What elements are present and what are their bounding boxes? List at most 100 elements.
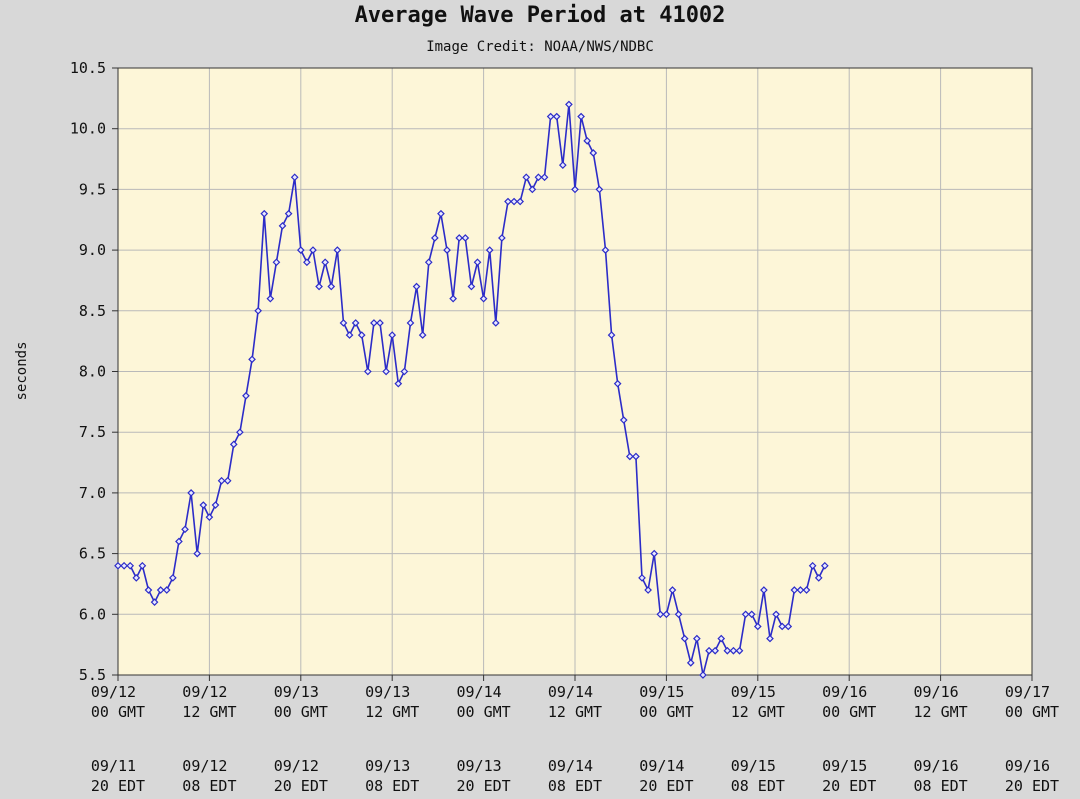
x-tick-label: 09/16 12 GMT	[914, 683, 968, 721]
data-point	[644, 586, 652, 594]
y-tick-label: 7.5	[79, 423, 106, 441]
data-point	[211, 501, 220, 509]
chart-title: Average Wave Period at 41002	[355, 3, 726, 28]
data-point	[431, 234, 439, 242]
data-point	[552, 112, 561, 121]
x2-tick-label: 09/12 20 EDT	[274, 757, 328, 795]
y-tick-label: 6.5	[79, 545, 106, 563]
data-point	[150, 598, 159, 607]
data-point	[595, 185, 604, 194]
data-point	[303, 258, 311, 267]
x-tick-label: 09/13 12 GMT	[365, 683, 419, 721]
data-point	[437, 209, 445, 218]
data-point	[607, 331, 616, 339]
data-point	[418, 331, 427, 339]
data-point	[747, 610, 756, 619]
data-point	[345, 331, 354, 339]
data-point	[546, 112, 555, 121]
tick-label-line: 12 GMT	[731, 703, 785, 721]
data-point	[656, 610, 665, 619]
x-tick-label: 09/17 00 GMT	[1005, 683, 1059, 721]
data-point	[424, 258, 433, 267]
data-point	[741, 610, 750, 619]
tick-label-line: 09/12	[182, 757, 236, 775]
data-point	[236, 428, 244, 437]
data-point	[162, 586, 171, 594]
data-point	[363, 367, 372, 376]
data-point	[193, 549, 202, 558]
x2-tick-label: 09/11 20 EDT	[91, 757, 145, 795]
data-point	[711, 646, 719, 655]
data-point	[132, 574, 141, 582]
data-point	[522, 173, 531, 182]
data-point	[790, 586, 799, 594]
tick-label-line: 09/14	[457, 683, 511, 701]
data-point	[686, 659, 695, 667]
data-point	[205, 513, 214, 522]
tick-label-line: 08 EDT	[548, 777, 602, 795]
data-point	[467, 282, 476, 291]
data-point	[309, 246, 317, 254]
tick-label-line: 09/16	[822, 683, 876, 701]
data-point	[339, 319, 348, 327]
data-point	[223, 476, 232, 485]
data-point	[229, 440, 238, 449]
tick-label-line: 09/14	[639, 757, 693, 775]
y-tick-label: 5.5	[79, 666, 106, 684]
data-point	[443, 246, 451, 254]
tick-label-line: 09/13	[457, 757, 511, 775]
data-point	[577, 112, 585, 121]
x-tick-label: 09/12 00 GMT	[91, 683, 145, 721]
tick-label-line: 09/16	[914, 683, 968, 701]
data-point	[485, 246, 494, 254]
data-point	[357, 331, 366, 339]
data-point	[613, 379, 622, 388]
data-point	[534, 173, 543, 182]
data-point	[248, 355, 256, 364]
data-point	[144, 586, 153, 594]
tick-label-line: 09/15	[639, 683, 693, 701]
tick-label-line: 08 EDT	[731, 777, 785, 795]
tick-label-line: 09/13	[365, 757, 419, 775]
data-point	[156, 586, 165, 594]
tick-label-line: 08 EDT	[182, 777, 236, 795]
x-tick-label: 09/15 12 GMT	[731, 683, 785, 721]
data-point	[504, 197, 512, 206]
tick-label-line: 00 GMT	[1005, 703, 1059, 721]
tick-label-line: 09/11	[91, 757, 145, 775]
tick-label-line: 09/15	[731, 757, 785, 775]
data-point	[473, 258, 482, 267]
tick-label-line: 00 GMT	[639, 703, 693, 721]
tick-label-line: 09/15	[822, 757, 876, 775]
chart-subtitle: Image Credit: NOAA/NWS/NDBC	[426, 39, 654, 55]
data-point	[540, 173, 549, 182]
tick-label-line: 20 EDT	[91, 777, 145, 795]
data-point	[412, 282, 421, 291]
data-point	[705, 646, 713, 655]
plot-border	[117, 67, 1033, 676]
data-point	[723, 646, 732, 655]
tick-label-line: 12 GMT	[548, 703, 602, 721]
data-point	[729, 646, 738, 655]
x2-tick-label: 09/14 08 EDT	[548, 757, 602, 795]
data-point	[382, 367, 390, 376]
data-point	[735, 646, 744, 655]
data-point	[181, 525, 189, 534]
data-point	[516, 197, 525, 206]
data-point	[461, 234, 470, 242]
data-point	[199, 501, 208, 509]
data-point	[187, 489, 195, 497]
data-point	[699, 671, 707, 679]
data-point	[351, 319, 360, 327]
data-point	[820, 561, 829, 570]
data-point	[717, 634, 726, 643]
y-tick-label: 8.0	[79, 363, 106, 381]
tick-label-line: 00 GMT	[457, 703, 511, 721]
data-point	[455, 234, 464, 242]
tick-label-line: 09/16	[1005, 757, 1059, 775]
data-point	[802, 586, 811, 594]
data-point	[510, 197, 518, 206]
data-point	[693, 634, 701, 643]
y-tick-label: 10.5	[70, 59, 106, 77]
